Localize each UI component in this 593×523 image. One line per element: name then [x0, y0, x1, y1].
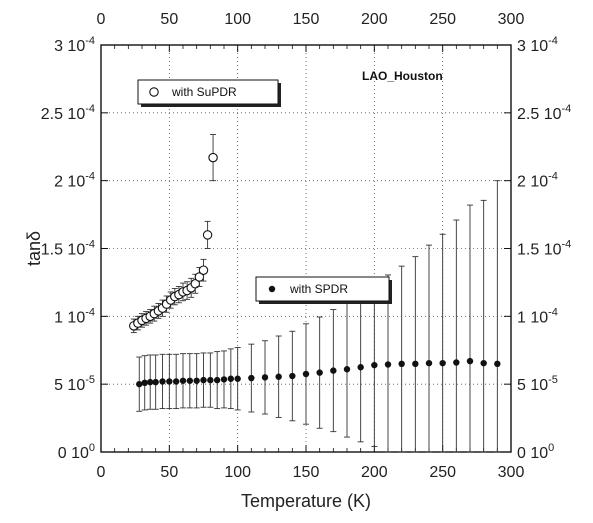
data-point: [316, 369, 323, 376]
legend-supdr: with SuPDR: [137, 79, 281, 107]
y-tick-label-right: 1 10-4: [517, 306, 558, 326]
x-axis-title: Temperature (K): [241, 491, 371, 511]
annotation-label: LAO_Houston: [362, 69, 443, 83]
legend-spdr: with SPDR: [255, 276, 392, 304]
y-tick-label-right: 0 100: [517, 442, 554, 462]
data-point: [213, 376, 221, 384]
y-axis-title: tanδ: [24, 231, 44, 266]
legend-box: [255, 276, 390, 302]
data-point: [193, 377, 200, 384]
data-point: [494, 360, 501, 368]
data-point: [179, 377, 187, 384]
data-point: [466, 357, 474, 365]
data-point: [234, 375, 241, 382]
data-point: [248, 374, 255, 382]
data-point: [147, 378, 154, 386]
x-tick-label-bottom: 200: [361, 464, 388, 481]
data-point: [202, 230, 213, 240]
data-point: [198, 265, 209, 275]
x-tick-label-bottom: 300: [498, 464, 525, 481]
x-tick-label-bottom: 0: [97, 464, 106, 481]
data-point: [371, 361, 378, 369]
data-point: [289, 372, 296, 380]
y-tick-label-right: 3 10-4: [517, 35, 558, 55]
data-point: [136, 380, 143, 388]
legend-marker: [268, 285, 276, 293]
data-point: [302, 370, 310, 378]
data-point: [453, 359, 460, 366]
legend-label: with SPDR: [289, 282, 348, 296]
y-tick-label-right: 2 10-4: [517, 171, 558, 191]
legend-box: [137, 79, 279, 105]
legend-label: with SuPDR: [171, 85, 237, 99]
data-point: [425, 359, 433, 367]
data-point: [159, 378, 166, 385]
data-point: [227, 375, 235, 382]
data-point: [141, 379, 148, 387]
y-tick-label-left: 1.5 10-4: [41, 239, 95, 259]
series-supdr: [129, 134, 218, 334]
x-tick-label-top: 250: [429, 11, 456, 28]
series-spdr: [136, 180, 501, 453]
y-tick-label-left: 5 10-5: [54, 374, 95, 394]
y-tick-label-right: 5 10-5: [517, 374, 558, 394]
data-point: [384, 361, 392, 368]
x-tick-label-top: 300: [498, 11, 525, 28]
x-tick-label-top: 50: [160, 11, 178, 28]
data-point: [207, 376, 214, 384]
y-tick-label-left: 1 10-4: [54, 306, 95, 326]
data-point: [261, 374, 269, 381]
legend-marker: [149, 87, 159, 97]
data-point: [439, 359, 446, 367]
data-point: [220, 376, 228, 383]
data-point: [208, 152, 218, 163]
ticks: 0 0 50 50 100 100 150 150 200 200 250 250 300 300 0 10…: [41, 11, 572, 481]
data-point: [412, 360, 419, 368]
data-point: [200, 376, 207, 384]
data-point: [330, 367, 337, 374]
data-point: [152, 378, 159, 386]
x-tick-label-bottom: 250: [429, 464, 456, 481]
data-point: [480, 359, 487, 367]
x-tick-label-top: 150: [293, 11, 320, 28]
data-point: [357, 364, 364, 371]
y-tick-label-left: 2 10-4: [54, 171, 95, 191]
y-tick-label-left: 3 10-4: [54, 35, 95, 55]
y-tick-label-right: 2.5 10-4: [517, 103, 571, 123]
data-point: [172, 378, 180, 385]
y-tick-label-left: 2.5 10-4: [41, 103, 95, 123]
data-point: [166, 378, 173, 385]
x-tick-label-bottom: 150: [293, 464, 320, 481]
data-point: [186, 377, 194, 384]
x-tick-label-bottom: 50: [160, 464, 178, 481]
y-tick-label-right: 1.5 10-4: [517, 239, 571, 259]
data-point: [343, 366, 351, 373]
data-point: [275, 373, 282, 380]
data-point: [398, 360, 405, 368]
x-tick-label-bottom: 100: [224, 464, 251, 481]
x-tick-label-top: 100: [224, 11, 251, 28]
x-tick-label-top: 0: [97, 11, 106, 28]
x-tick-label-top: 200: [361, 11, 388, 28]
y-tick-label-left: 0 100: [58, 442, 95, 462]
